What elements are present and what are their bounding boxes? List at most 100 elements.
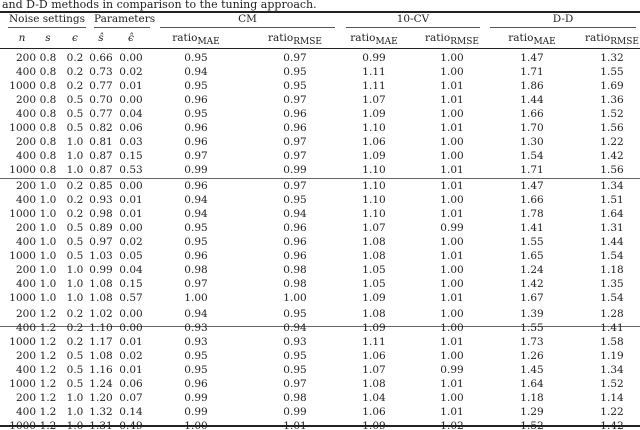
table-cell: 1.73 (520, 336, 544, 348)
table-cell: 0.99 (89, 264, 113, 276)
table-cell: 0.04 (119, 108, 143, 120)
table-cell: 1000 (9, 250, 36, 262)
table-cell: 1.0 (66, 406, 84, 418)
table-cell: 0.5 (66, 222, 84, 234)
table-cell: 0.98 (89, 208, 113, 220)
table-cell: 0.96 (184, 122, 208, 134)
table-cell: 1.10 (362, 208, 386, 220)
table-cell: 0.96 (283, 122, 307, 134)
table-cell: 0.96 (184, 250, 208, 262)
table-cell: 1.0 (66, 420, 84, 430)
table-cell: 0.01 (119, 336, 143, 348)
table-cell: 1.02 (89, 308, 113, 320)
group-separator-1 (0, 178, 640, 179)
table-cell: 0.93 (89, 194, 113, 206)
table-cell: 1.2 (39, 308, 57, 320)
table-cell: 1.41 (600, 322, 624, 334)
column-header: ϵ (72, 32, 78, 44)
group-underline (94, 27, 150, 28)
table-cell: 1.52 (600, 108, 624, 120)
table-cell: 0.94 (184, 308, 208, 320)
table-cell: 1.00 (440, 150, 464, 162)
table-cell: 1.11 (362, 336, 386, 348)
table-cell: 1.22 (600, 136, 624, 148)
table-cell: 0.98 (283, 278, 307, 290)
table-cell: 1.29 (520, 406, 544, 418)
table-cell: 0.97 (283, 52, 307, 64)
table-cell: 1.08 (362, 250, 386, 262)
table-cell: 1.86 (520, 80, 544, 92)
table-cell: 1.0 (66, 150, 84, 162)
table-cell: 1.01 (283, 420, 307, 430)
table-cell: 400 (15, 406, 36, 418)
table-cell: 1.70 (520, 122, 544, 134)
table-cell: 0.95 (184, 52, 208, 64)
table-cell: 0.96 (184, 378, 208, 390)
table-cell: 0.01 (119, 194, 143, 206)
table-cell: 0.95 (283, 194, 307, 206)
table-cell: 1.31 (89, 420, 113, 430)
table-cell: 1.41 (520, 222, 544, 234)
table-cell: 1.08 (89, 292, 113, 304)
column-header: ratioMAE (172, 32, 220, 47)
table-cell: 0.99 (283, 164, 307, 176)
table-cell: 1.54 (600, 250, 624, 262)
table-cell: 1.54 (520, 150, 544, 162)
table-cell: 1.18 (520, 392, 544, 404)
table-cell: 200 (15, 308, 36, 320)
table-cell: 1.14 (600, 392, 624, 404)
table-cell: 0.94 (184, 208, 208, 220)
table-cell: 1.00 (184, 292, 208, 304)
table-cell: 0.2 (66, 322, 84, 334)
table-cell: 1.0 (39, 222, 57, 234)
table-cell: 1.32 (600, 52, 624, 64)
table-cell: 1.10 (362, 122, 386, 134)
column-header: ratioRMSE (268, 32, 322, 47)
table-cell: 0.96 (184, 180, 208, 192)
table-cell: 0.99 (440, 222, 464, 234)
group-underline (490, 27, 636, 28)
table-cell: 1.45 (520, 364, 544, 376)
table-cell: 0.96 (184, 94, 208, 106)
table-cell: 1.03 (89, 250, 113, 262)
table-cell: 1.00 (440, 350, 464, 362)
column-header: ϵ̂ (128, 32, 134, 44)
column-header: ŝ (98, 32, 104, 44)
column-header: ratioMAE (350, 32, 398, 47)
table-cell: 1.00 (440, 392, 464, 404)
table-cell: 0.99 (440, 364, 464, 376)
table-cell: 1.01 (440, 250, 464, 262)
table-cell: 0.00 (119, 52, 143, 64)
table-cell: 1.0 (66, 392, 84, 404)
table-cell: 0.2 (66, 308, 84, 320)
table-cell: 1.66 (520, 108, 544, 120)
table-cell: 1.42 (600, 150, 624, 162)
table-cell: 0.96 (283, 236, 307, 248)
table-cell: 1.47 (520, 52, 544, 64)
table-cell: 1.05 (362, 264, 386, 276)
table-cell: 1.20 (89, 392, 113, 404)
table-cell: 0.96 (283, 222, 307, 234)
table-cell: 0.06 (119, 122, 143, 134)
table-cell: 0.00 (119, 308, 143, 320)
table-cell: 1.52 (600, 378, 624, 390)
table-cell: 1.00 (283, 292, 307, 304)
table-cell: 0.02 (119, 66, 143, 78)
table-cell: 0.96 (283, 250, 307, 262)
table-cell: 1.01 (440, 292, 464, 304)
table-cell: 1.10 (89, 322, 113, 334)
table-cell: 0.98 (283, 264, 307, 276)
table-cell: 1.0 (66, 292, 84, 304)
table-cell: 1.16 (89, 364, 113, 376)
table-cell: 1.01 (440, 378, 464, 390)
table-cell: 1.56 (600, 164, 624, 176)
table-cell: 1.08 (89, 278, 113, 290)
table-cell: 0.49 (119, 420, 143, 430)
table-cell: 0.2 (66, 194, 84, 206)
group-separator-2 (0, 326, 640, 327)
table-cell: 0.97 (283, 180, 307, 192)
table-cell: 0.57 (119, 292, 143, 304)
table-cell: 1000 (9, 208, 36, 220)
table-cell: 1.00 (440, 52, 464, 64)
table-cell: 0.97 (283, 94, 307, 106)
